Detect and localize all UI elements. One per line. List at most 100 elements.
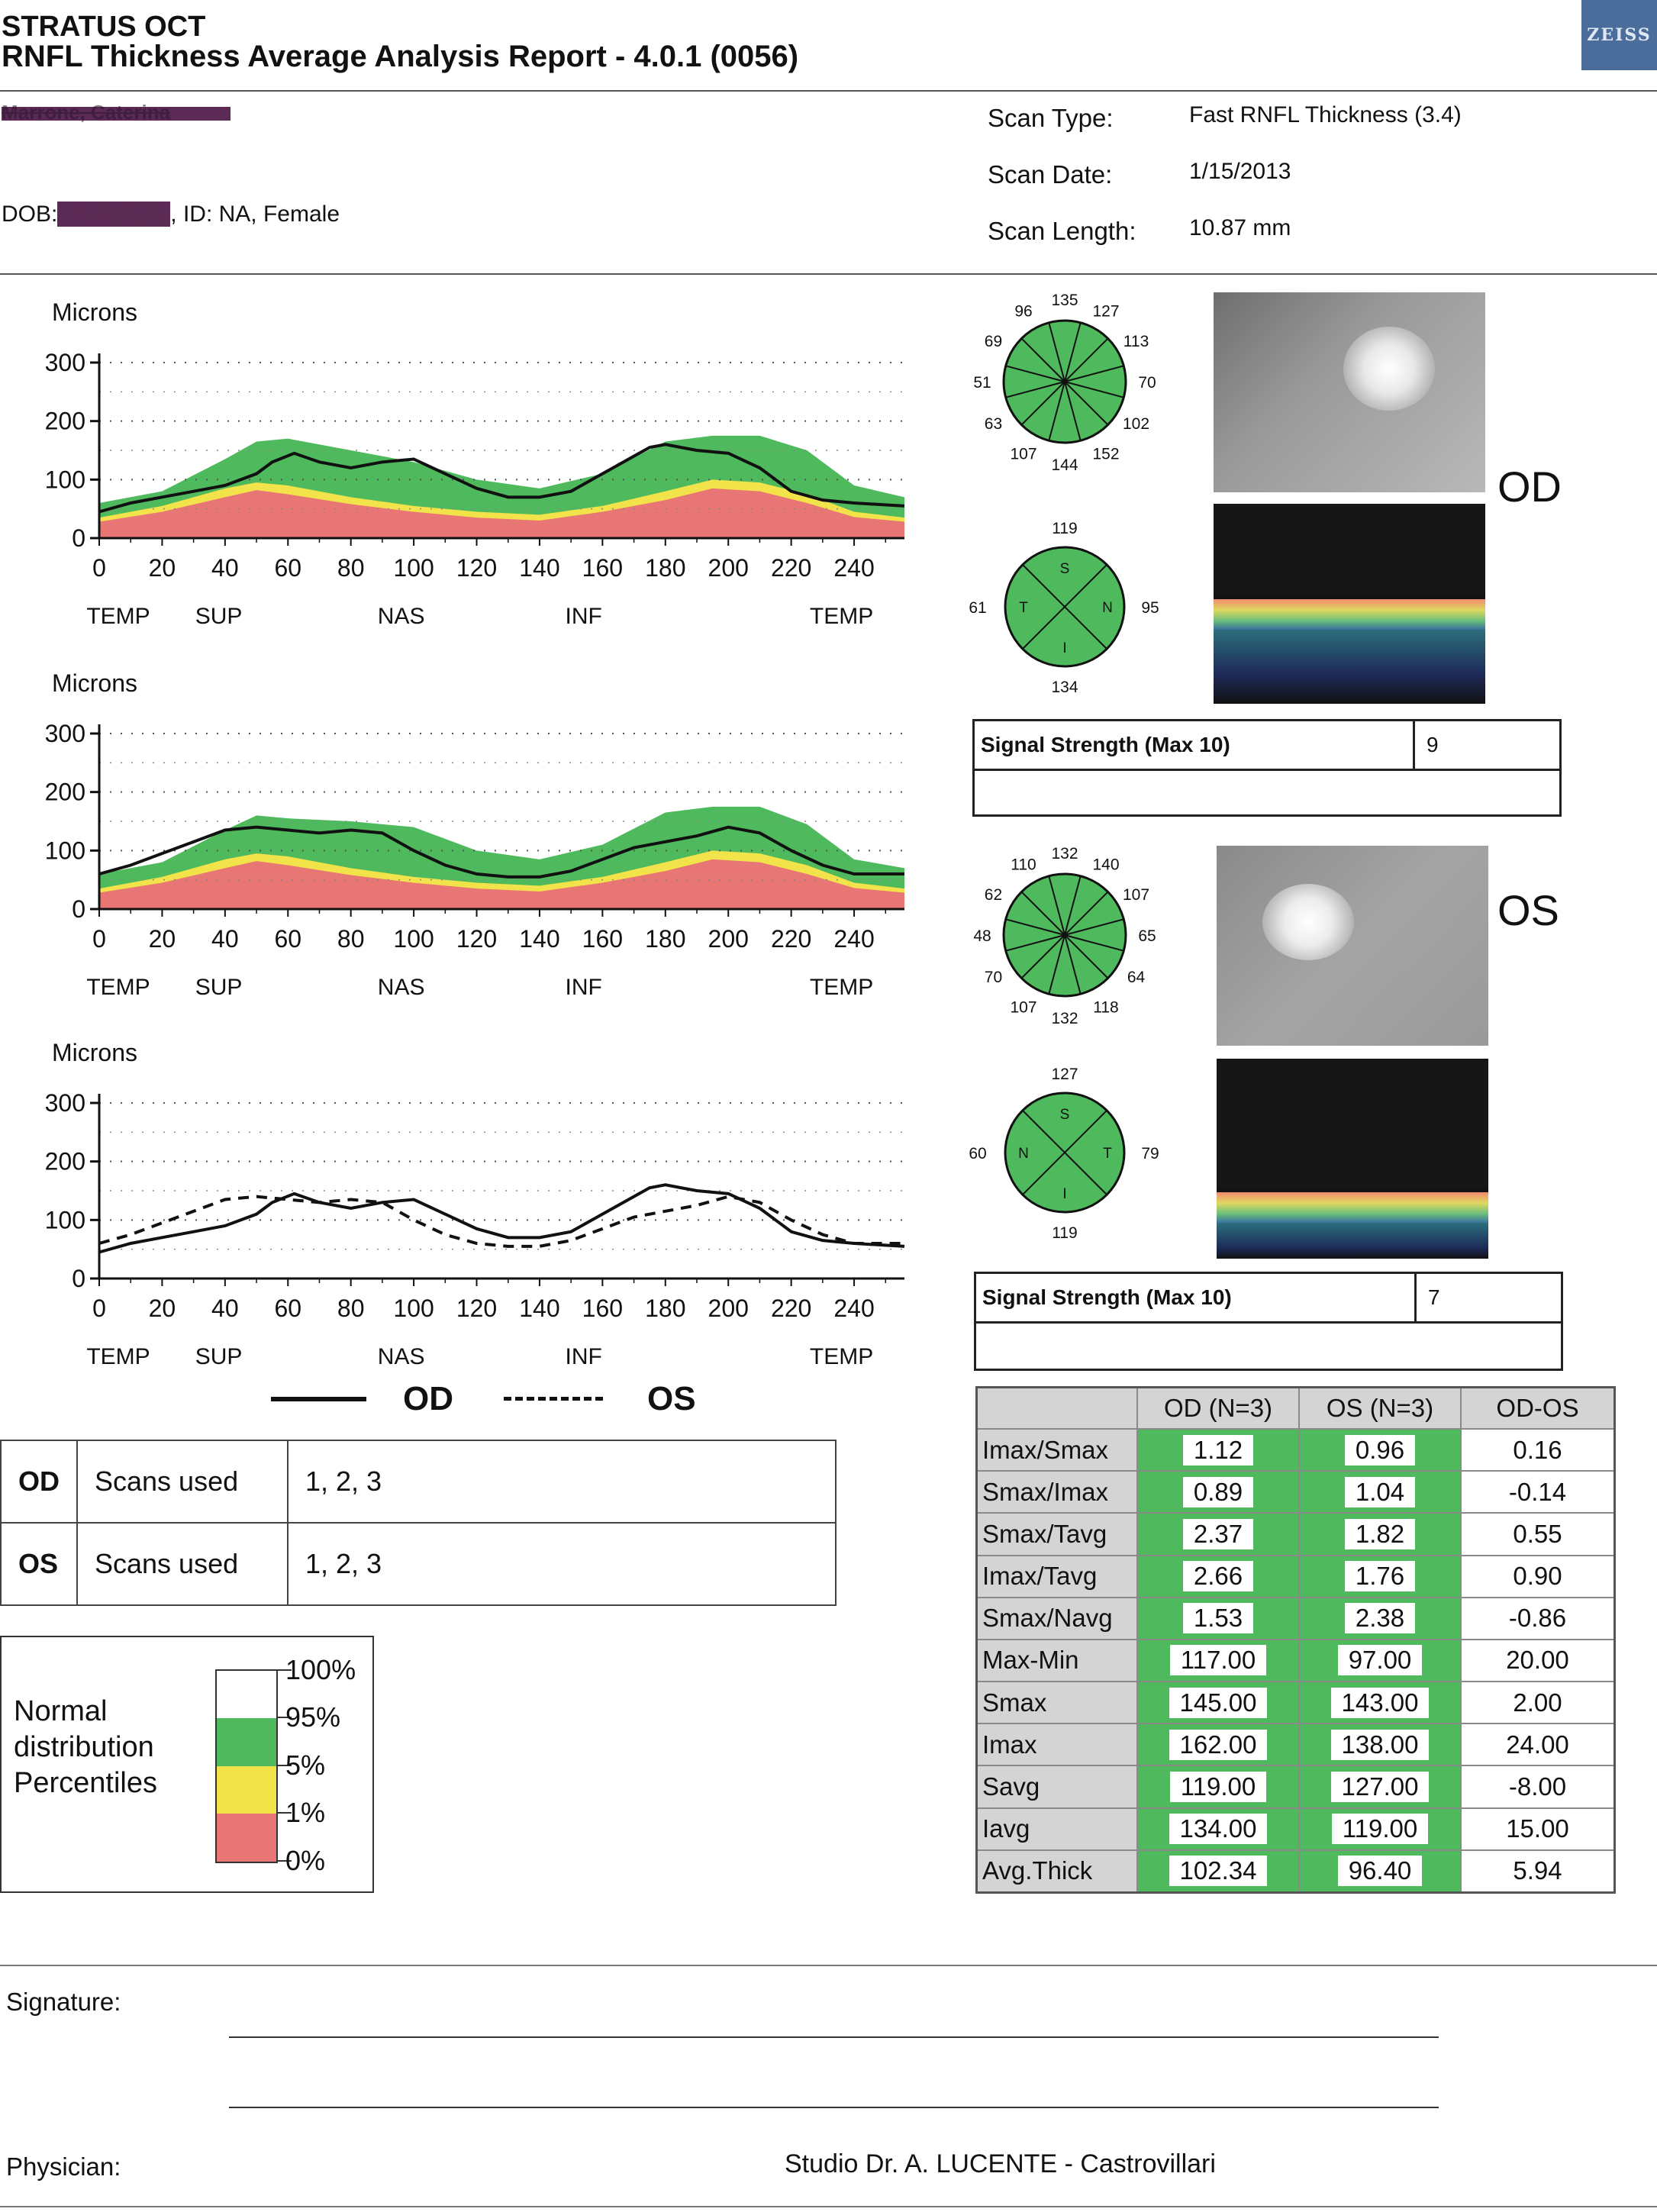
cell-value: 2.37 [1182,1518,1254,1549]
legend-title-line: Normal [14,1695,108,1727]
os-value-cell: 1.76 [1298,1554,1462,1598]
sector-label: TEMP [86,1344,150,1369]
sector-label: NAS [378,604,425,629]
od-value-cell: 119.00 [1136,1765,1300,1809]
x-tick-label: 140 [519,554,559,582]
legend-tick: 100% [285,1654,356,1685]
sector-label: INF [565,1344,601,1369]
clock-hour-value: 96 [1014,302,1032,320]
table-row: Max-Min 117.00 97.00 20.00 [975,1638,1616,1683]
scan-type-label: Scan Type: [988,104,1114,132]
series-line-od [98,443,905,514]
cell-value: 0.96 [1344,1434,1416,1466]
cell-value: 162.00 [1169,1729,1268,1760]
od-value-cell: 162.00 [1136,1723,1300,1767]
x-tick-label: 180 [645,554,685,582]
clock-spoke [1048,322,1065,382]
param-name-cell: Smax [975,1681,1138,1725]
table-row: Imax/Smax 1.12 0.96 0.16 [975,1427,1616,1472]
clock-hour-value: 65 [1138,927,1156,945]
clock-hour-value: 152 [1092,446,1119,463]
y-tick-label: 300 [45,1089,85,1117]
param-name-cell: Smax/Tavg [975,1512,1138,1556]
clock-hour-value: 70 [985,969,1002,986]
scans-used-value: 1, 2, 3 [287,1522,837,1606]
patient-name: Marrone, Caterina [2,101,171,124]
scans-eye-od: OD [0,1440,78,1524]
x-tick-label: 160 [582,554,623,582]
x-tick-label: 100 [393,554,434,582]
os-value-cell: 97.00 [1298,1638,1462,1683]
od-legend-label: OD [403,1380,453,1417]
od-value-cell: 1.12 [1136,1427,1300,1472]
clock-hour-value: 63 [985,415,1002,433]
patient-dob-line: DOB:11/10/1955, ID: NA, Female [2,202,340,227]
studio-name: Studio Dr. A. LUCENTE - Castrovillari [785,2149,1216,2178]
os-value-cell: 143.00 [1298,1681,1462,1725]
y-tick-label: 200 [45,1148,85,1175]
report-title-line1: STRATUS OCT [2,11,206,43]
legend-title-line: distribution [14,1731,154,1763]
x-tick-label: 60 [274,1295,301,1322]
signature-line [229,2036,1439,2038]
cell-value: 1.53 [1182,1603,1254,1634]
x-tick-label: 100 [393,925,434,953]
os-eye-label: OS [1497,886,1559,934]
od-value-cell: 1.53 [1136,1596,1300,1640]
x-tick-label: 200 [708,554,749,582]
sector-label: SUP [195,604,243,629]
signature-line [229,2107,1439,2108]
cell-value: 134.00 [1169,1814,1268,1845]
clock-spoke [1020,934,1065,979]
diff-value-cell: 0.90 [1460,1554,1616,1598]
quadrant-letter-right: T [1103,1146,1112,1162]
clock-hour-value: 113 [1123,333,1149,350]
table-row: Smax/Imax 0.89 1.04 -0.14 [975,1470,1616,1514]
cell-value: 138.00 [1330,1729,1430,1760]
clock-spoke [1064,337,1109,382]
y-tick-label: 0 [72,1265,85,1292]
param-name-cell: Smax/Imax [975,1470,1138,1514]
clock-hour-value: 132 [1051,845,1078,863]
quadrant-letter-i: I [1062,1186,1066,1202]
clock-hour-value: 64 [1127,969,1146,986]
sector-label: INF [565,604,601,629]
quadrant-letter-s: S [1060,1107,1070,1123]
quadrant-value-top: 119 [1052,520,1077,537]
sector-label: TEMP [810,975,873,1000]
clock-spoke [1064,934,1124,952]
clock-hour-value: 110 [1011,856,1036,873]
clock-hour-value: 135 [1051,292,1078,309]
clock-spoke [1020,891,1065,936]
quadrant-value-right: 79 [1141,1145,1159,1162]
quadrant-letter-left: T [1019,600,1028,616]
quadrant-divider [1022,1110,1107,1195]
os-value-cell: 96.40 [1298,1849,1462,1894]
rnfl-parameters-table: OD (N=3) OS (N=3) OD-OS Imax/Smax 1.12 0.9… [975,1386,1616,1894]
x-tick-label: 0 [92,554,106,582]
sector-label: TEMP [86,975,150,1000]
clock-hour-value: 132 [1051,1010,1078,1027]
clock-hour-value: 70 [1138,374,1156,392]
cell-value: 1.76 [1344,1561,1416,1592]
scans-used-table: OD Scans used 1, 2, 3 OS Scans used 1, 2… [0,1440,837,1606]
patient-id-text: , ID: NA, Female [170,202,340,227]
clock-spoke [1020,337,1065,382]
os-signal-label: Signal Strength (Max 10) [982,1285,1232,1309]
x-tick-label: 240 [833,554,874,582]
quadrant-letter-s: S [1060,561,1070,577]
od-value-cell: 2.66 [1136,1554,1300,1598]
table-row: Imax 162.00 138.00 24.00 [975,1723,1616,1767]
x-tick-label: 220 [771,554,811,582]
od-value-cell: 145.00 [1136,1681,1300,1725]
legend-tick: 1% [285,1797,326,1828]
x-tick-label: 120 [456,925,497,953]
clock-spoke [1064,381,1082,441]
header-divider [0,90,1657,92]
scan-length-value: 10.87 mm [1189,215,1291,240]
od-value-cell: 2.37 [1136,1512,1300,1556]
clock-hour-value: 62 [985,886,1002,904]
x-tick-label: 20 [149,554,176,582]
cell-value: 102.34 [1169,1856,1268,1887]
